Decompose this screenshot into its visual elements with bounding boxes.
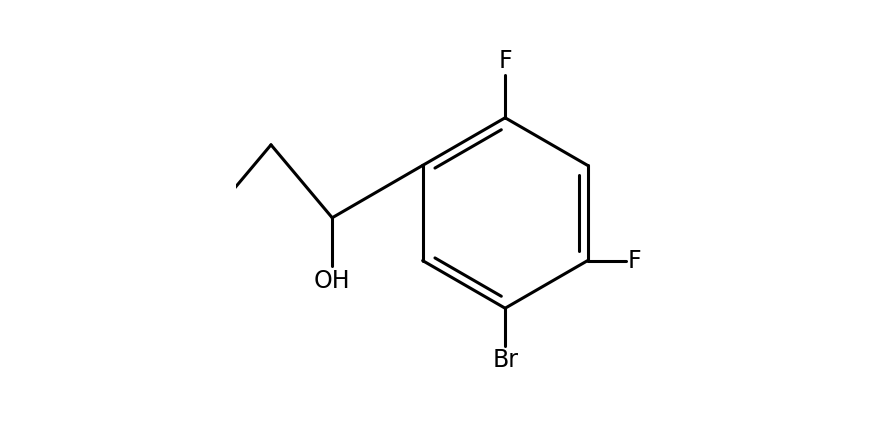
Text: Br: Br	[492, 348, 518, 372]
Text: F: F	[628, 249, 642, 273]
Text: OH: OH	[314, 268, 350, 293]
Text: F: F	[498, 49, 512, 73]
